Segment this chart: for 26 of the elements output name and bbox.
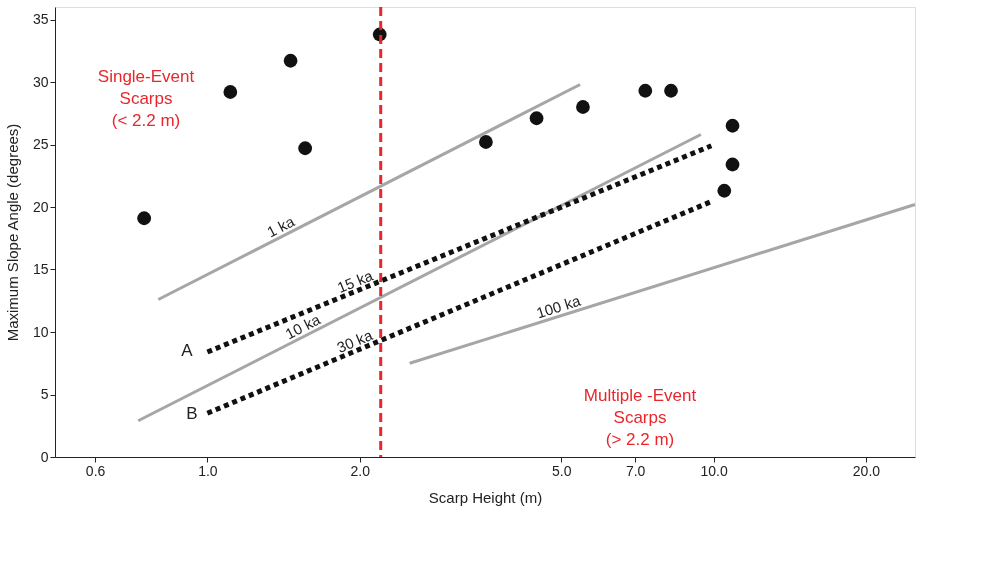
y-tick-label: 10 bbox=[32, 323, 49, 340]
annotation: B bbox=[186, 404, 198, 423]
y-tick-label: 5 bbox=[40, 386, 49, 402]
annotation: A bbox=[181, 341, 194, 360]
x-tick-label: 10.0 bbox=[700, 462, 728, 479]
y-axis-title: Maximum Slope Angle (degrees) bbox=[3, 123, 21, 342]
y-tick-label: 35 bbox=[32, 11, 49, 27]
annotation: Multiple -Event Scarps (> 2.2 m) bbox=[583, 386, 697, 449]
x-tick-label: 0.6 bbox=[85, 462, 106, 479]
x-tick-label: 1.0 bbox=[198, 462, 218, 479]
text: 30 ka bbox=[334, 325, 376, 357]
y-tick-label: 30 bbox=[32, 73, 49, 90]
y-tick-label: 15 bbox=[32, 261, 49, 277]
x-axis-title: Scarp Height (m) bbox=[428, 488, 543, 506]
y-tick-label: 20 bbox=[32, 198, 49, 215]
x-tick-label: 20.0 bbox=[852, 462, 881, 479]
text: 1 ka bbox=[264, 212, 298, 241]
x-tick-label: 2.0 bbox=[350, 462, 371, 479]
annotation: Single-Event Scarps (< 2.2 m) bbox=[97, 67, 195, 130]
text: 15 ka bbox=[334, 266, 376, 297]
x-tick-label: 5.0 bbox=[551, 462, 572, 479]
y-tick-label: 25 bbox=[32, 136, 49, 152]
text: 10 ka bbox=[282, 310, 324, 343]
x-tick-label: 7.0 bbox=[625, 462, 646, 479]
y-tick-label: 0 bbox=[40, 448, 49, 465]
text: 100 ka bbox=[534, 291, 584, 322]
